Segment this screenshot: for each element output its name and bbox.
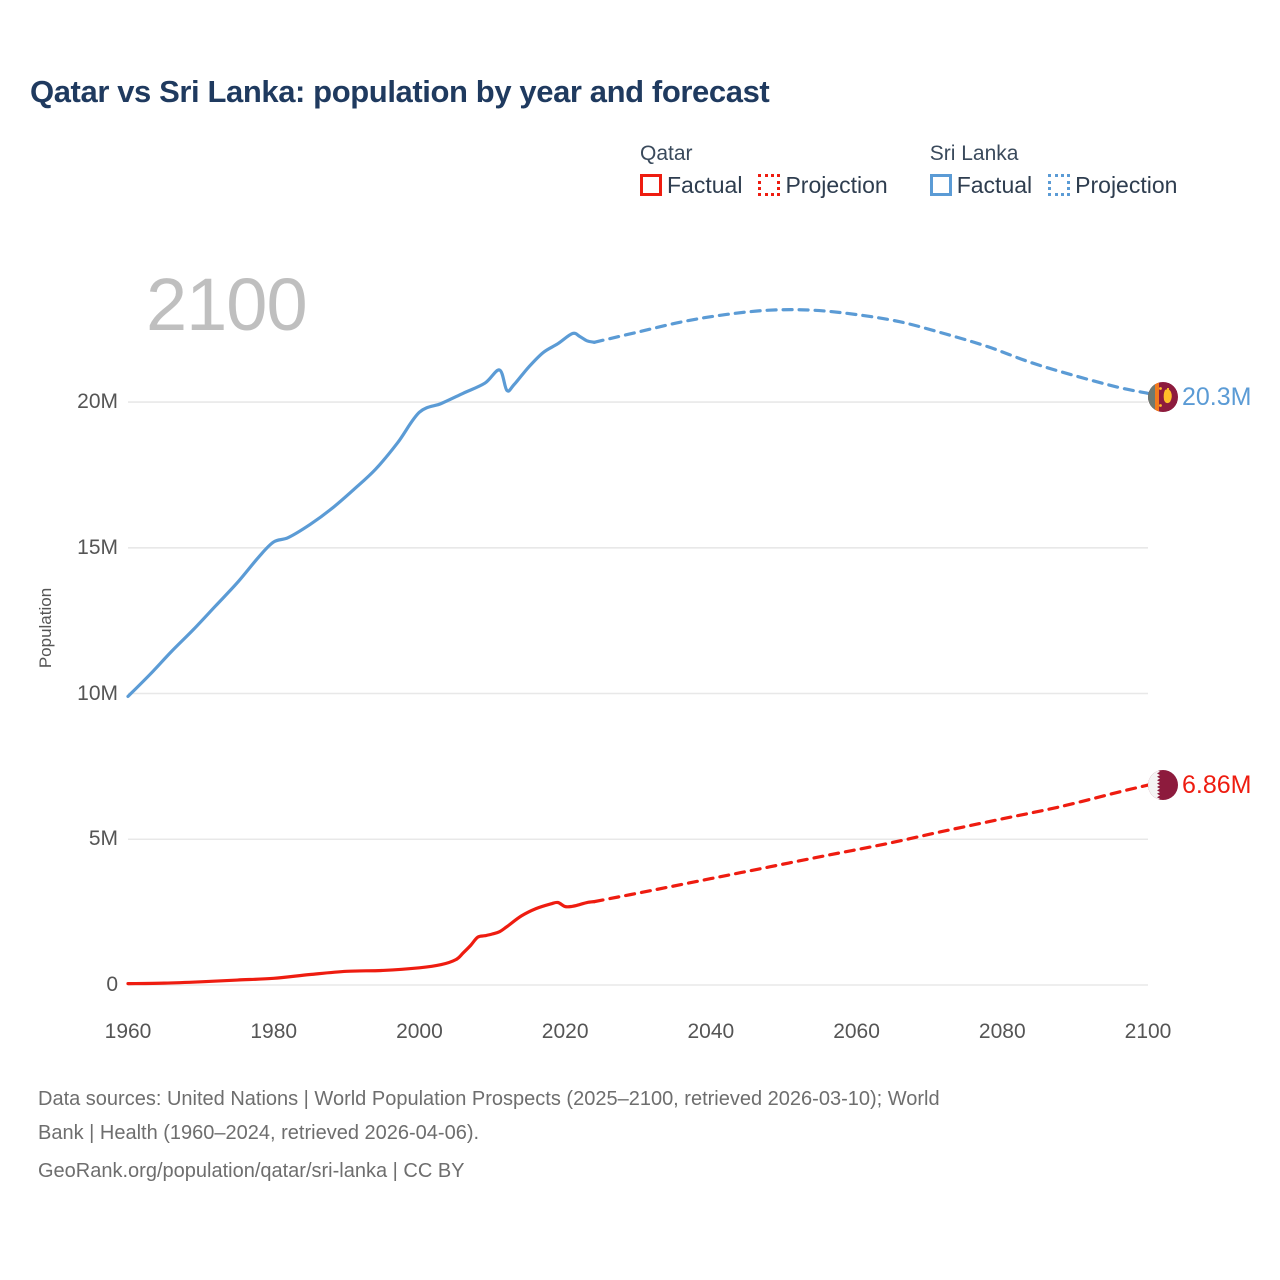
chart-series-layer [126,308,1150,986]
sri-lanka-flag-icon [1148,382,1178,412]
series-line-projection-qatar [592,783,1150,904]
y-axis-tick-label: 5M [88,827,118,851]
end-label-sri-lanka: 20.3M [1148,382,1251,412]
chart-gridlines [128,401,1148,986]
legend-label-sri-lanka-projection: Projection [1075,172,1178,198]
legend-label-qatar-factual: Factual [667,172,743,198]
series-line-projection-sri-lanka [592,308,1150,395]
legend-item-sri-lanka-factual[interactable]: Factual [929,172,1033,198]
x-axis-tick-label: 2020 [541,1020,589,1043]
legend-swatch-dotted-icon [1048,174,1071,196]
legend-swatch-solid-icon [640,174,662,196]
legend-group-qatar: Qatar Factual Projection [640,142,888,198]
end-label-value-qatar: 6.86M [1182,771,1252,799]
y-axis-tick-label: 20M [77,390,118,414]
legend-label-sri-lanka-factual: Factual [956,172,1033,198]
y-axis-tick-label: 15M [77,535,118,559]
x-axis-tick-label: 2100 [1124,1020,1172,1043]
footer-sources: Data sources: United Nations | World Pop… [38,1082,1238,1188]
footer-line-1: Data sources: United Nations | World Pop… [38,1088,940,1110]
y-axis-tick-label: 0 [106,973,118,996]
y-axis-ticks: 0 5M 10M 15M 20M [0,0,118,1280]
y-axis-tick-label: 10M [77,681,118,705]
chart-legend: Qatar Factual Projection Sri Lanka Factu… [640,142,1177,198]
x-axis-tick-label: 2080 [978,1020,1026,1043]
legend-group-title-sri-lanka: Sri Lanka [929,142,1019,165]
legend-swatch-solid-icon [929,174,952,196]
x-axis-tick-label: 2060 [833,1020,880,1043]
legend-group-sri-lanka: Sri Lanka Factual Projection [929,142,1177,198]
legend-item-qatar-projection[interactable]: Projection [758,172,888,198]
end-label-value-sri-lanka: 20.3M [1182,383,1252,411]
series-line-factual-sri-lanka [126,331,596,699]
legend-label-qatar-projection: Projection [785,172,888,198]
page-title: Qatar vs Sri Lanka: population by year a… [30,74,770,109]
legend-item-qatar-factual[interactable]: Factual [640,172,742,198]
x-axis-tick-label: 2040 [687,1020,735,1043]
x-axis-tick-label: 1980 [250,1020,298,1043]
legend-item-sri-lanka-projection[interactable]: Projection [1048,172,1177,198]
legend-group-title-qatar: Qatar [640,142,693,165]
year-watermark: 2100 [146,263,308,346]
end-label-qatar: 6.86M [1148,770,1251,800]
series-line-factual-qatar [126,900,596,986]
qatar-flag-icon [1148,770,1178,800]
x-axis-tick-label: 2000 [396,1020,443,1043]
legend-swatch-dotted-icon [758,174,781,196]
legend-entries-qatar: Factual Projection [640,172,888,198]
legend-entries-sri-lanka: Factual Projection [929,172,1177,198]
x-axis-tick-label: 1960 [104,1020,152,1043]
footer-line-3[interactable]: GeoRank.org/population/qatar/sri-lanka |… [38,1160,465,1182]
footer-line-2: Bank | Health (1960–2024, retrieved 2026… [38,1122,480,1144]
